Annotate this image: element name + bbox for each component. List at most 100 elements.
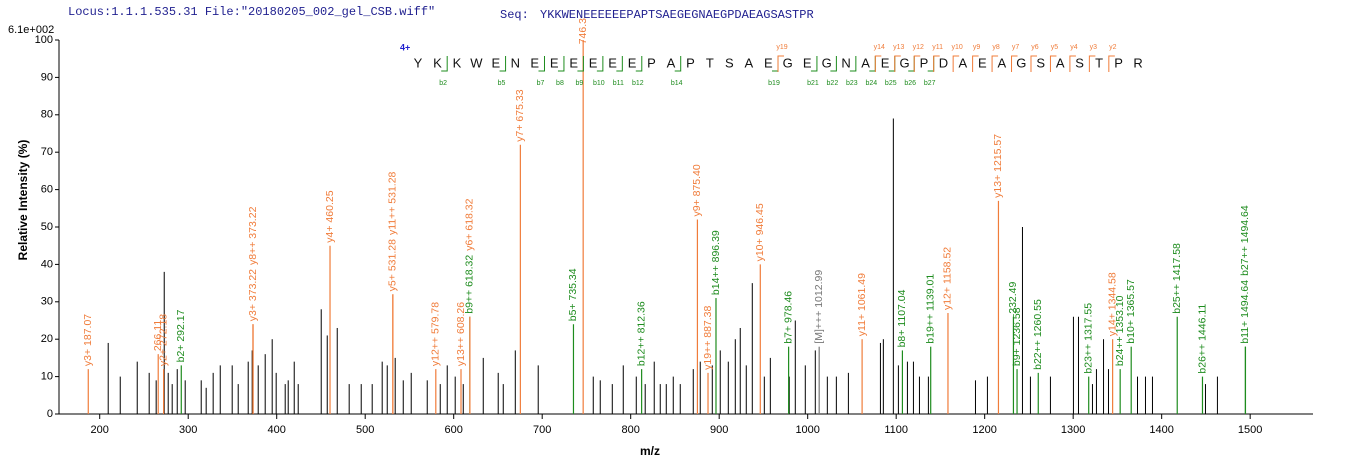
- residue: A: [959, 55, 968, 70]
- b-ion-label: b19: [768, 80, 780, 87]
- b-ion-marker: [927, 56, 935, 72]
- residue: P: [920, 55, 929, 70]
- residue: Y: [414, 55, 423, 70]
- b-ion-marker: [830, 56, 837, 72]
- peak-label: y6+ 618.32: [464, 198, 476, 250]
- b-ion-label: b21: [807, 80, 819, 87]
- peak-label: y11++ 531.28: [387, 171, 399, 235]
- residue: G: [1016, 55, 1026, 70]
- peak-label: b9+ 1236.58: [1011, 307, 1023, 366]
- peak-label: b14++ 896.39: [710, 230, 722, 295]
- y-ion-marker: [1088, 55, 1096, 72]
- residue: E: [764, 55, 773, 70]
- peak-label: 746.3: [577, 18, 589, 44]
- y-ion-label: y6: [1031, 44, 1039, 51]
- peak-label: b10+ 1365.57: [1125, 279, 1137, 344]
- seq-text: YKKWENEEEEEEPAPTSAEGEGNAEGPDAEAGSASTPR: [540, 8, 814, 22]
- residue: A: [744, 55, 753, 70]
- x-tick-label: 400: [268, 424, 286, 436]
- x-tick-label: 800: [622, 424, 640, 436]
- residue: E: [803, 55, 812, 70]
- peak-label: y2+ 272.18: [157, 314, 169, 366]
- residue: P: [686, 55, 695, 70]
- peak-label: y19++ 887.38: [702, 305, 714, 369]
- y-ion-label: y10: [952, 44, 963, 51]
- peak-label: b11+ 1494.64: [1239, 280, 1251, 344]
- y-scale-label: 6.1e+002: [8, 24, 54, 36]
- y-ion-marker: [1011, 55, 1018, 72]
- residue: E: [492, 55, 501, 70]
- peak-label: y12+ 1158.52: [942, 247, 954, 310]
- residue: E: [550, 55, 559, 70]
- residue: D: [939, 55, 948, 70]
- residue: A: [861, 55, 870, 70]
- y-ion-marker: [874, 55, 882, 72]
- peak-label: b9++ 618.32: [464, 255, 476, 314]
- b-ion-label: b7: [537, 80, 545, 87]
- peak-label: y14+ 1344.58: [1106, 272, 1118, 336]
- residue: S: [1075, 55, 1084, 70]
- charge-label: 4+: [400, 42, 410, 52]
- y-ion-label: y5: [1051, 44, 1059, 51]
- x-tick-label: 900: [710, 424, 728, 436]
- peak-label: b2+ 292.17: [175, 309, 187, 362]
- y-tick-label: 20: [41, 333, 53, 345]
- x-tick-label: 1500: [1238, 424, 1262, 436]
- y-ion-marker: [933, 55, 940, 72]
- residue: P: [1114, 55, 1123, 70]
- b-ion-marker: [849, 56, 857, 72]
- residue: S: [725, 55, 734, 70]
- residue: E: [589, 55, 598, 70]
- b-ion-label: b14: [671, 80, 683, 87]
- residue: G: [783, 55, 793, 70]
- x-tick-label: 700: [533, 424, 551, 436]
- y-ion-label: y3: [1090, 44, 1098, 51]
- y-ion-label: y4: [1070, 44, 1078, 51]
- peak-label: y13++ 608.26: [455, 302, 467, 366]
- peak-label: y5+ 531.28: [387, 239, 399, 291]
- y-ion-marker: [913, 55, 921, 72]
- y-ion-label: y8: [992, 44, 1000, 51]
- peak-label: b12++ 812.36: [635, 301, 647, 366]
- b-ion-label: b8: [556, 80, 564, 87]
- residue: N: [511, 55, 520, 70]
- peak-label: b23++ 1317.55: [1082, 303, 1094, 374]
- peak-label: y13+ 1215.57: [992, 134, 1004, 198]
- residue: E: [978, 55, 987, 70]
- b-ion-label: b5: [498, 80, 506, 87]
- residue: T: [1095, 55, 1103, 70]
- locus-text: Locus:1.1.1.535.31 File:"20180205_002_ge…: [68, 5, 435, 19]
- b-ion-marker: [635, 56, 643, 72]
- x-axis-label: m/z: [640, 444, 660, 458]
- x-tick-label: 1400: [1149, 424, 1173, 436]
- y-ion-marker: [1030, 55, 1037, 72]
- b-ion-marker: [674, 56, 682, 72]
- peak-label: b24++ 1353.10: [1114, 295, 1126, 366]
- residue: T: [706, 55, 714, 70]
- b-ion-marker: [577, 56, 584, 72]
- peak-label: y8++ 373.22: [247, 206, 259, 265]
- peak-label: 266.11: [152, 320, 164, 351]
- y-tick-label: 90: [41, 71, 53, 83]
- residue: G: [899, 55, 909, 70]
- y-ion-label: y14: [874, 44, 885, 51]
- residue: E: [530, 55, 539, 70]
- y-tick-label: 10: [41, 371, 53, 383]
- y-ion-marker: [991, 55, 999, 72]
- residue: E: [569, 55, 578, 70]
- b-ion-marker: [538, 56, 545, 72]
- residue: A: [1056, 55, 1065, 70]
- residue: E: [608, 55, 617, 70]
- y-ion-label: y19: [776, 44, 787, 51]
- y-ion-marker: [1049, 55, 1057, 72]
- b-ion-label: b27: [924, 80, 936, 87]
- y-ion-marker: [952, 55, 960, 72]
- y-ion-marker: [1069, 55, 1076, 72]
- b-ion-label: b11: [613, 80, 624, 87]
- b-ion-marker: [772, 56, 779, 72]
- x-tick-label: 600: [445, 424, 463, 436]
- b-ion-marker: [888, 56, 896, 72]
- b-ion-marker: [441, 56, 448, 72]
- b-ion-label: b26: [904, 80, 916, 87]
